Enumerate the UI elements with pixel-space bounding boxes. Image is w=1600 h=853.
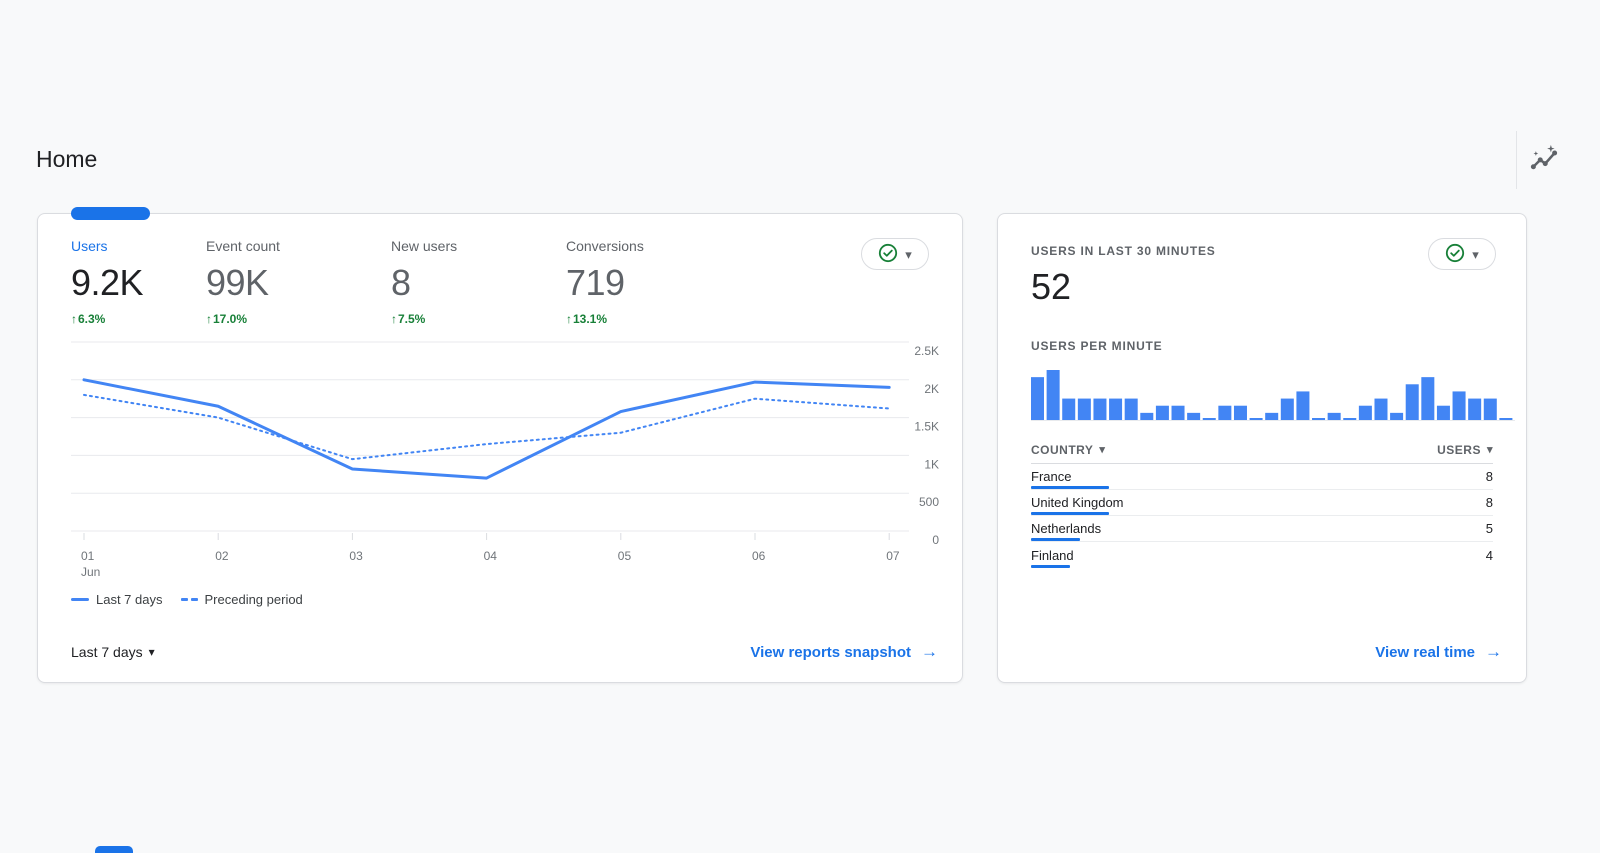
home-overview-card: Users 9.2K ↑6.3% Event count 99K ↑17.0% … [37, 207, 963, 683]
svg-text:2K: 2K [924, 382, 939, 396]
svg-text:04: 04 [484, 549, 498, 563]
svg-text:0: 0 [932, 533, 939, 547]
svg-text:05: 05 [618, 549, 632, 563]
metric-value: 9.2K [71, 262, 144, 303]
table-row: Netherlands 5 [1031, 516, 1493, 542]
overview-card-footer: Last 7 days ▾ View reports snapshot → [71, 642, 938, 662]
metric-tab-conversions[interactable]: Conversions 719 ↑13.1% [566, 238, 644, 326]
metric-label: Users [71, 238, 108, 254]
country-name: United Kingdom [1031, 495, 1124, 515]
country-usage-bar [1031, 486, 1109, 489]
arrow-up-icon: ↑ [206, 312, 212, 326]
metric-change: ↑7.5% [391, 312, 426, 326]
arrow-up-icon: ↑ [391, 312, 397, 326]
users-per-minute-title: USERS PER MINUTE [1031, 339, 1163, 353]
caret-down-icon: ▾ [1099, 444, 1106, 456]
users-count: 5 [1485, 521, 1493, 536]
check-circle-icon [1445, 243, 1465, 266]
metric-value: 8 [391, 262, 411, 303]
users-count: 4 [1485, 547, 1493, 563]
svg-text:01: 01 [81, 549, 95, 563]
svg-text:500: 500 [919, 495, 939, 509]
users-trend-line-chart[interactable]: 2.5K 2K 1.5K 1K 500 0 01 02 03 04 05 06 07 Jun [71, 334, 951, 584]
svg-text:03: 03 [349, 549, 363, 563]
insights-button[interactable] [1526, 143, 1562, 175]
insights-sparkline-icon [1529, 143, 1559, 176]
country-usage-bar [1031, 564, 1070, 568]
metric-label: Conversions [566, 238, 644, 254]
realtime-country-table: COUNTRY ▾ USERS ▾ France 8 United Kingdo… [1031, 436, 1493, 568]
users-last-30-min-value: 52 [1031, 266, 1072, 307]
realtime-title: USERS IN LAST 30 MINUTES [1031, 244, 1216, 258]
dashed-line-swatch-icon [180, 598, 198, 601]
data-status-button[interactable]: ▾ [1428, 238, 1496, 270]
check-circle-icon [878, 243, 898, 266]
metric-tab-new-users[interactable]: New users 8 ↑7.5% [391, 238, 457, 326]
table-row: Finland 4 [1031, 542, 1493, 568]
header-divider [1516, 131, 1517, 189]
svg-text:02: 02 [215, 549, 229, 563]
metric-label: Event count [206, 238, 280, 254]
metric-value: 719 [566, 262, 625, 303]
country-name: Finland [1031, 548, 1074, 568]
svg-text:Jun: Jun [81, 565, 100, 579]
metric-change: ↑17.0% [206, 312, 248, 326]
solid-line-swatch-icon [71, 598, 89, 601]
svg-text:06: 06 [752, 549, 766, 563]
carousel-tab-indicator[interactable] [71, 207, 150, 220]
metric-tab-users[interactable]: Users 9.2K ↑6.3% [71, 238, 144, 326]
realtime-card: USERS IN LAST 30 MINUTES ▾ 52 USERS PER … [997, 213, 1527, 683]
svg-text:2.5K: 2.5K [914, 344, 939, 358]
table-row: France 8 [1031, 464, 1493, 490]
country-column-sort[interactable]: COUNTRY ▾ [1031, 442, 1106, 457]
metric-change: ↑13.1% [566, 312, 608, 326]
users-per-minute-bar-chart[interactable] [1031, 362, 1515, 424]
arrow-right-icon: → [921, 642, 938, 661]
page-title: Home [36, 146, 98, 172]
svg-text:1.5K: 1.5K [914, 420, 939, 434]
arrow-right-icon: → [1485, 642, 1502, 661]
country-name: Netherlands [1031, 521, 1101, 541]
metric-change: ↑6.3% [71, 312, 106, 326]
caret-down-icon: ▾ [1486, 444, 1493, 456]
users-count: 8 [1485, 495, 1493, 510]
users-count: 8 [1485, 469, 1493, 484]
arrow-up-icon: ↑ [566, 312, 572, 326]
users-column-sort[interactable]: USERS ▾ [1437, 442, 1493, 457]
legend-item-last-7-days: Last 7 days [71, 592, 163, 607]
arrow-up-icon: ↑ [71, 312, 77, 326]
next-card-tab-indicator[interactable] [95, 846, 133, 853]
metric-label: New users [391, 238, 458, 254]
metric-tab-event-count[interactable]: Event count 99K ↑17.0% [206, 238, 280, 326]
date-range-selector[interactable]: Last 7 days ▾ [71, 644, 155, 660]
svg-text:07: 07 [886, 549, 900, 563]
country-usage-bar [1031, 538, 1080, 541]
table-row: United Kingdom 8 [1031, 490, 1493, 516]
svg-text:1K: 1K [924, 457, 939, 471]
legend-item-preceding-period: Preceding period [180, 592, 303, 607]
chart-legend: Last 7 days Preceding period [71, 592, 303, 607]
table-header-row: COUNTRY ▾ USERS ▾ [1031, 436, 1493, 464]
country-name: France [1031, 469, 1109, 489]
metric-value: 99K [206, 262, 269, 303]
caret-down-icon: ▾ [148, 645, 155, 659]
country-usage-bar [1031, 512, 1109, 515]
caret-down-icon: ▾ [1472, 246, 1479, 262]
view-real-time-link[interactable]: View real time → [1375, 642, 1502, 661]
caret-down-icon: ▾ [905, 246, 912, 262]
data-status-button[interactable]: ▾ [861, 238, 929, 270]
view-reports-snapshot-link[interactable]: View reports snapshot → [750, 642, 938, 661]
